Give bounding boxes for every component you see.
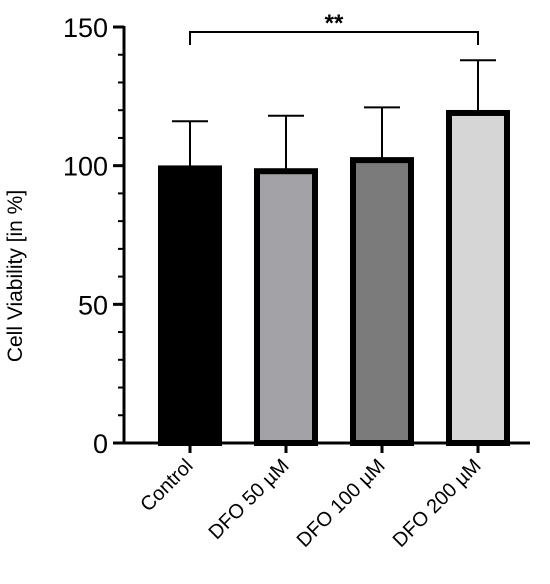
x-tick-label: DFO 200 µM — [389, 455, 486, 552]
annotations: ** — [189, 10, 479, 45]
bar — [254, 168, 318, 446]
y-tick-label: 0 — [93, 429, 108, 459]
bar — [446, 109, 510, 447]
bar — [350, 157, 414, 446]
y-tick-label: 50 — [78, 290, 108, 320]
y-tick-label: 150 — [63, 13, 108, 43]
significance-bracket — [189, 31, 479, 45]
significance-label: ** — [325, 10, 344, 37]
x-tick-label: DFO 50 µM — [205, 455, 294, 544]
x-tick-label: DFO 100 µM — [293, 455, 390, 552]
bars — [158, 59, 510, 447]
y-tick-label: 100 — [63, 152, 108, 182]
y-axis-title: Cell Viability [in %] — [4, 190, 27, 362]
x-tick-label: Control — [136, 455, 197, 516]
bar — [158, 165, 222, 446]
